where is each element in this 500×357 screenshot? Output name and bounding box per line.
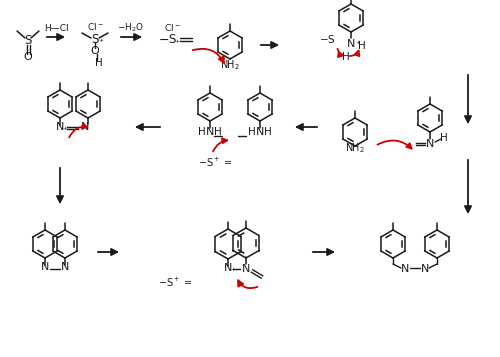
Text: H: H xyxy=(264,127,272,137)
Text: NH$_2$: NH$_2$ xyxy=(220,58,240,72)
Text: S: S xyxy=(24,34,32,46)
Text: S: S xyxy=(92,32,98,45)
Text: $^+$: $^+$ xyxy=(354,40,362,49)
Text: H: H xyxy=(214,127,222,137)
Text: N: N xyxy=(347,39,355,49)
Text: $-$S$^+$$=$: $-$S$^+$$=$ xyxy=(198,155,232,169)
Text: N: N xyxy=(256,127,264,137)
Text: N: N xyxy=(81,122,89,132)
Text: N: N xyxy=(401,264,409,274)
Text: Cl$^-$: Cl$^-$ xyxy=(164,21,180,32)
Text: H: H xyxy=(248,127,256,137)
Text: $^+$: $^+$ xyxy=(230,266,236,276)
Text: H: H xyxy=(342,52,350,62)
Text: $^+$: $^+$ xyxy=(97,37,105,46)
Text: H: H xyxy=(440,133,448,143)
Text: N: N xyxy=(242,264,250,274)
Text: H: H xyxy=(198,127,206,137)
Text: N: N xyxy=(56,122,64,132)
Text: Cl$^-$: Cl$^-$ xyxy=(86,20,104,31)
Text: NH$_2$: NH$_2$ xyxy=(345,141,365,155)
Text: $-$S: $-$S xyxy=(318,33,336,45)
Text: $-$: $-$ xyxy=(158,32,170,45)
Text: O: O xyxy=(24,52,32,62)
Text: N: N xyxy=(224,263,232,273)
Text: N: N xyxy=(206,127,214,137)
Text: $-$H$_2$O: $-$H$_2$O xyxy=(118,22,144,34)
Text: H—Cl: H—Cl xyxy=(44,24,68,32)
Text: $-$S$^+$$=$: $-$S$^+$$=$ xyxy=(158,276,192,288)
Text: H: H xyxy=(358,41,366,51)
Text: N: N xyxy=(421,264,429,274)
Text: N: N xyxy=(41,262,49,272)
Text: N: N xyxy=(426,139,434,149)
Text: S: S xyxy=(168,32,175,45)
Text: N: N xyxy=(61,262,69,272)
Text: H: H xyxy=(95,58,103,68)
Text: O: O xyxy=(90,46,100,56)
Text: $^+$: $^+$ xyxy=(173,39,181,47)
Text: $^+$: $^+$ xyxy=(62,126,68,135)
